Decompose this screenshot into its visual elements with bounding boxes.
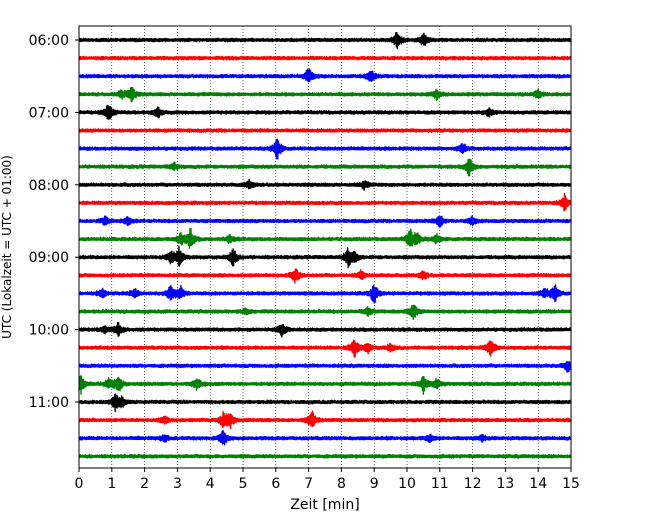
trace-0930 xyxy=(78,284,572,304)
x-tick-label: 11 xyxy=(431,476,449,492)
x-tick-label: 10 xyxy=(398,476,416,492)
trace-0630 xyxy=(78,68,572,83)
y-tick-label: 08:00 xyxy=(29,178,69,194)
trace-0715 xyxy=(78,127,572,133)
x-tick-label: 5 xyxy=(239,476,248,492)
x-tick-label: 6 xyxy=(271,476,280,492)
trace-0945 xyxy=(78,304,572,321)
x-tick-label: 12 xyxy=(464,476,482,492)
trace-0900 xyxy=(78,245,572,269)
x-tick-label: 2 xyxy=(140,476,149,492)
trace-1145 xyxy=(78,453,572,459)
x-tick-label: 8 xyxy=(337,476,346,492)
trace-0800 xyxy=(78,178,572,191)
trace-1015 xyxy=(78,339,572,358)
trace-1100 xyxy=(78,393,572,413)
x-tick-label: 3 xyxy=(173,476,182,492)
x-tick-label: 13 xyxy=(496,476,514,492)
x-tick-label: 14 xyxy=(529,476,547,492)
x-tick-label: 4 xyxy=(206,476,215,492)
y-tick-label: 07:00 xyxy=(29,105,69,121)
y-tick-label: 11:00 xyxy=(29,395,69,411)
trace-0645 xyxy=(78,86,572,103)
trace-0815 xyxy=(78,192,572,212)
y-axis-label: UTC (Lokalzeit = UTC + 01:00) xyxy=(0,155,14,339)
trace-0915 xyxy=(78,268,572,284)
trace-0745 xyxy=(78,158,572,177)
trace-1045 xyxy=(78,375,572,395)
trace-0700 xyxy=(78,104,572,120)
trace-0830 xyxy=(78,215,572,228)
x-tick-label: 7 xyxy=(304,476,313,492)
x-axis-ticks: 0 1 2 3 4 5 6 7 8 9 10 11 12 13 14 15 xyxy=(75,468,580,492)
trace-0615 xyxy=(78,55,572,61)
x-tick-label: 15 xyxy=(562,476,580,492)
seismic-traces xyxy=(78,32,572,459)
x-tick-label: 1 xyxy=(107,476,116,492)
trace-0845 xyxy=(78,227,572,249)
x-tick-label: 9 xyxy=(370,476,379,492)
trace-0600 xyxy=(78,32,572,50)
x-tick-label: 0 xyxy=(75,476,84,492)
trace-1000 xyxy=(78,321,572,338)
trace-0730 xyxy=(78,138,572,160)
trace-1130 xyxy=(78,429,572,446)
y-axis-ticks: 06:00 07:00 08:00 09:00 10:00 11:00 xyxy=(29,33,79,411)
trace-1115 xyxy=(78,410,572,430)
y-tick-label: 10:00 xyxy=(29,323,69,339)
plot-frame xyxy=(78,25,572,469)
y-tick-label: 09:00 xyxy=(29,250,69,266)
x-axis-label: Zeit [min] xyxy=(290,497,359,513)
y-tick-label: 06:00 xyxy=(29,33,69,49)
trace-1030 xyxy=(78,361,572,373)
